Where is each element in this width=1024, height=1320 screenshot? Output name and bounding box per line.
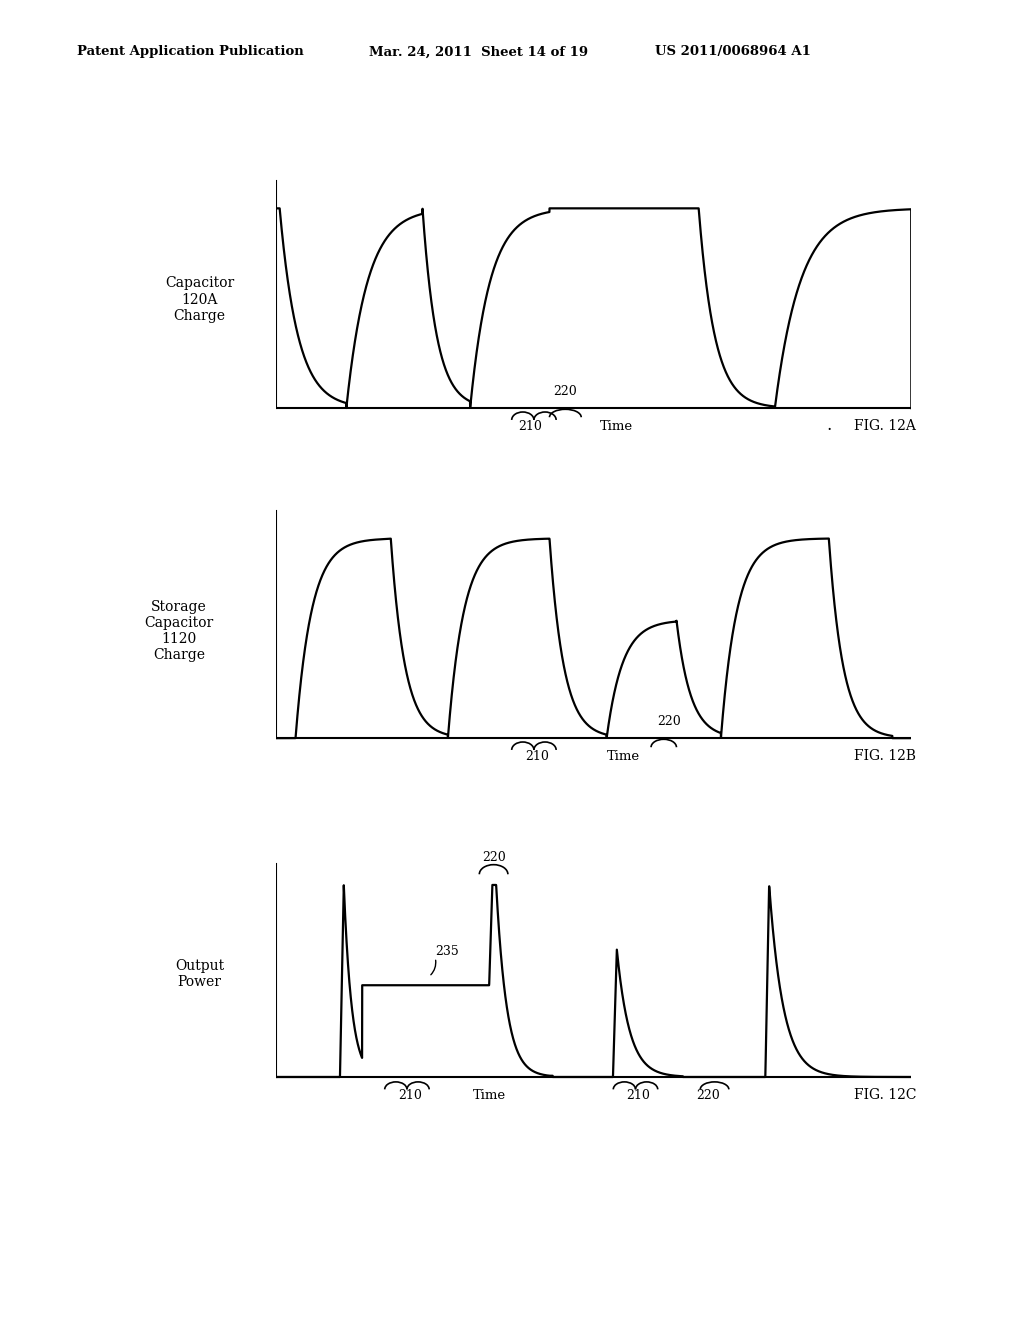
- Text: 220: 220: [657, 714, 681, 727]
- Text: 210: 210: [518, 420, 543, 433]
- Text: Time: Time: [473, 1089, 507, 1102]
- Text: Time: Time: [606, 750, 640, 763]
- Text: FIG. 12C: FIG. 12C: [854, 1089, 916, 1102]
- Text: 210: 210: [627, 1089, 650, 1102]
- Text: 210: 210: [525, 750, 549, 763]
- Text: 220: 220: [696, 1089, 720, 1102]
- Text: FIG. 12B: FIG. 12B: [854, 748, 916, 763]
- Text: 220: 220: [481, 851, 506, 865]
- Text: US 2011/0068964 A1: US 2011/0068964 A1: [655, 45, 811, 58]
- Text: Output
Power: Output Power: [175, 960, 224, 989]
- Text: Storage
Capacitor
1120
Charge: Storage Capacitor 1120 Charge: [144, 599, 214, 663]
- Text: .: .: [826, 417, 831, 434]
- Text: Time: Time: [600, 420, 634, 433]
- Text: 235: 235: [435, 945, 459, 958]
- Text: Capacitor
120A
Charge: Capacitor 120A Charge: [165, 276, 234, 323]
- Text: Patent Application Publication: Patent Application Publication: [77, 45, 303, 58]
- Text: FIG. 12A: FIG. 12A: [854, 418, 916, 433]
- Text: 220: 220: [554, 384, 578, 397]
- Text: 210: 210: [398, 1089, 422, 1102]
- Text: Mar. 24, 2011  Sheet 14 of 19: Mar. 24, 2011 Sheet 14 of 19: [369, 45, 588, 58]
